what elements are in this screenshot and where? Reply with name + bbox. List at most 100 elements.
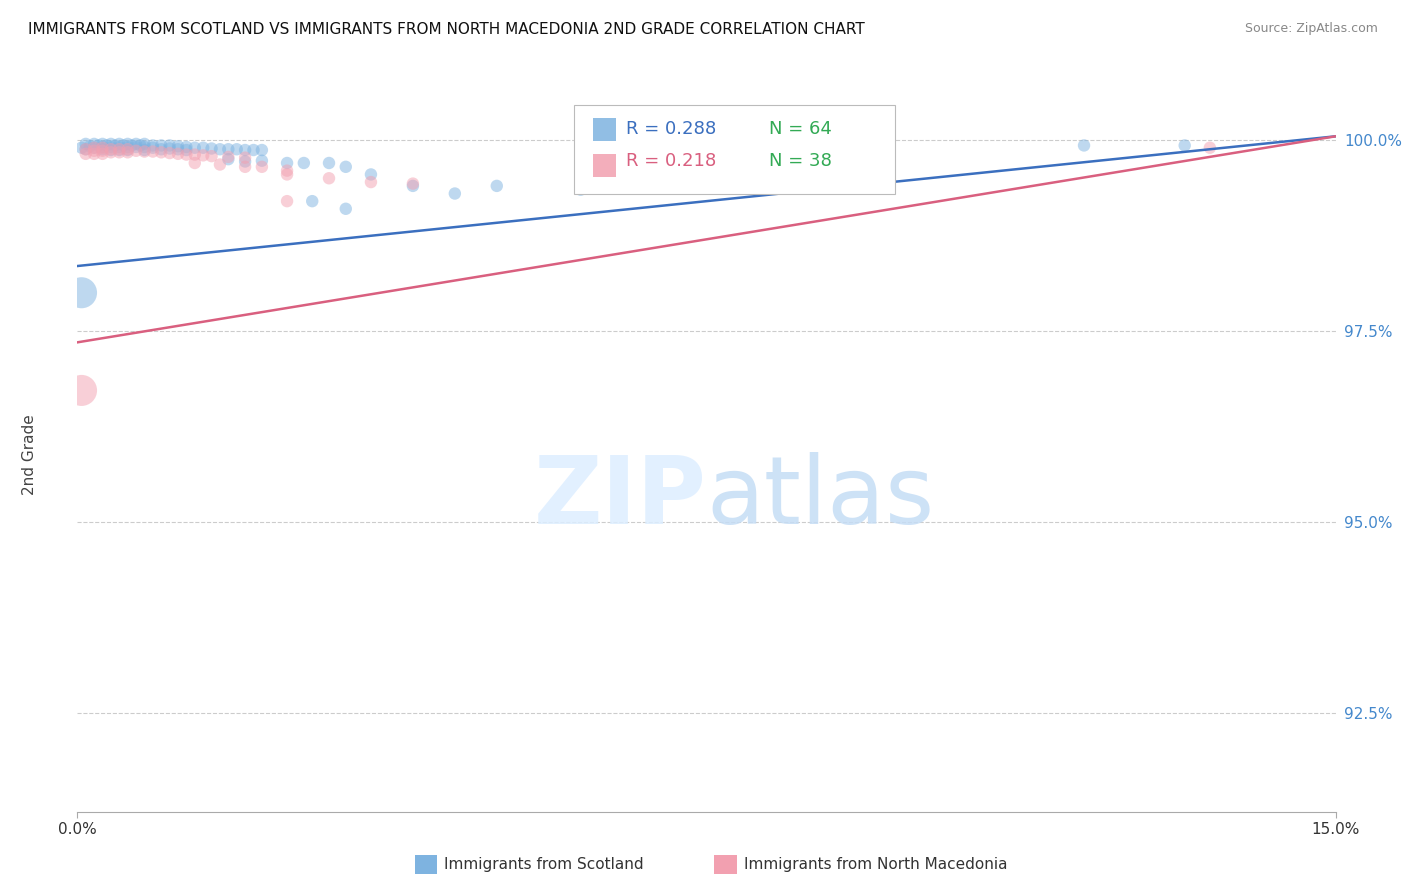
Text: N = 38: N = 38 (769, 152, 832, 169)
Point (176, 140, 198, 154)
Point (159, 146, 181, 161)
Text: N = 64: N = 64 (769, 120, 832, 137)
Point (100, 142, 122, 156)
Point (318, 156, 340, 170)
Point (402, 177, 425, 191)
Point (1199, 141, 1222, 155)
Point (117, 143, 139, 157)
Point (108, 145, 131, 160)
Point (184, 147, 207, 161)
Point (276, 163, 298, 178)
Text: ZIP: ZIP (534, 451, 707, 544)
Point (104, 138, 127, 153)
Point (112, 138, 135, 153)
Point (108, 142, 131, 156)
Point (159, 138, 181, 153)
Point (1073, 138, 1095, 153)
Point (75, 146, 97, 161)
Point (402, 178, 425, 193)
Point (208, 157, 231, 171)
Point (150, 145, 173, 160)
Point (200, 149, 222, 163)
Point (117, 140, 139, 154)
Text: atlas: atlas (707, 451, 935, 544)
Point (117, 145, 139, 160)
Point (91, 146, 114, 161)
Text: R = 0.218: R = 0.218 (626, 152, 716, 169)
Point (167, 139, 190, 153)
Point (301, 194, 323, 209)
Point (217, 150, 239, 164)
FancyBboxPatch shape (575, 105, 896, 194)
Text: 2nd Grade: 2nd Grade (22, 415, 37, 495)
Point (250, 153, 273, 168)
Point (233, 160, 256, 174)
Point (569, 183, 592, 197)
Point (129, 138, 152, 153)
Point (335, 160, 357, 174)
Point (233, 154, 256, 169)
Point (83, 141, 105, 155)
Point (335, 202, 357, 216)
Point (117, 136, 139, 151)
Point (142, 145, 165, 159)
Point (121, 138, 143, 153)
Text: Immigrants from Scotland: Immigrants from Scotland (444, 857, 644, 871)
Point (225, 142, 247, 156)
Point (444, 186, 467, 201)
Point (83, 146, 105, 161)
Point (167, 142, 190, 156)
Point (292, 156, 315, 170)
Point (150, 142, 173, 156)
Point (117, 142, 139, 156)
Point (360, 175, 382, 189)
Point (176, 143, 198, 157)
Point (70, 141, 93, 155)
Text: Immigrants from North Macedonia: Immigrants from North Macedonia (744, 857, 1007, 871)
Point (100, 136, 122, 151)
Point (167, 146, 190, 161)
Point (318, 171, 340, 186)
Point (100, 143, 122, 157)
Point (150, 138, 173, 153)
Point (250, 160, 273, 174)
Point (83, 144, 105, 158)
Text: IMMIGRANTS FROM SCOTLAND VS IMMIGRANTS FROM NORTH MACEDONIA 2ND GRADE CORRELATIO: IMMIGRANTS FROM SCOTLAND VS IMMIGRANTS F… (28, 22, 865, 37)
Point (142, 138, 165, 153)
Point (191, 148, 215, 162)
Point (91, 144, 114, 158)
Point (208, 142, 231, 156)
Point (276, 156, 298, 170)
Point (125, 144, 148, 158)
Point (70, 285, 93, 300)
Point (134, 145, 156, 159)
Point (250, 143, 273, 157)
Point (79, 139, 101, 153)
Point (134, 143, 156, 157)
Point (70, 384, 93, 398)
FancyBboxPatch shape (593, 153, 616, 177)
Point (242, 143, 264, 157)
Point (75, 136, 97, 151)
Point (91, 141, 114, 155)
Point (108, 140, 131, 154)
Point (134, 140, 156, 154)
Point (91, 142, 114, 156)
Point (217, 152, 239, 166)
Point (83, 136, 105, 151)
Text: Source: ZipAtlas.com: Source: ZipAtlas.com (1244, 22, 1378, 36)
Point (485, 178, 508, 193)
Point (108, 143, 131, 157)
Point (142, 141, 165, 155)
Point (91, 136, 114, 151)
Text: R = 0.288: R = 0.288 (626, 120, 716, 137)
Point (87, 138, 110, 153)
Point (108, 136, 131, 151)
Point (176, 147, 198, 161)
Point (134, 136, 156, 151)
FancyBboxPatch shape (593, 118, 616, 141)
Point (184, 141, 207, 155)
Point (217, 142, 239, 156)
Point (276, 168, 298, 182)
Point (96, 138, 118, 153)
